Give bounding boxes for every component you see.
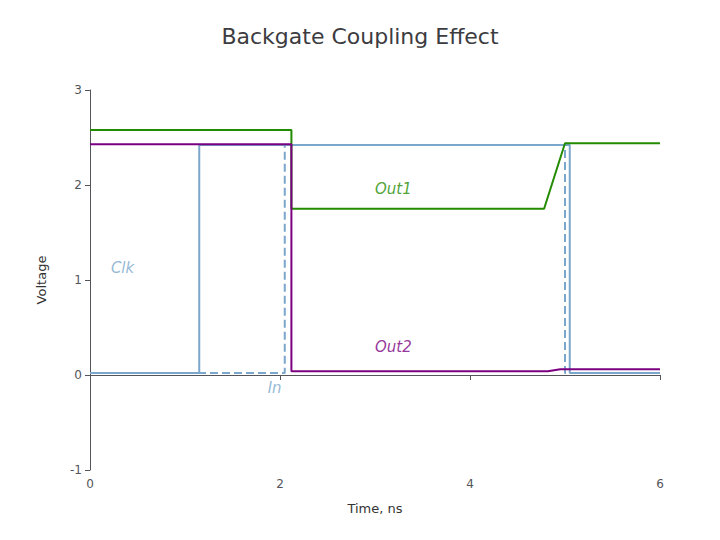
svg-text:Time, ns: Time, ns bbox=[346, 501, 402, 516]
svg-text:0: 0 bbox=[74, 368, 82, 382]
svg-text:2: 2 bbox=[276, 477, 284, 491]
svg-text:In: In bbox=[268, 379, 282, 397]
svg-text:2: 2 bbox=[74, 178, 82, 192]
svg-text:-1: -1 bbox=[70, 463, 82, 477]
svg-text:Out1: Out1 bbox=[375, 180, 412, 198]
svg-text:6: 6 bbox=[656, 477, 664, 491]
svg-text:3: 3 bbox=[74, 83, 82, 97]
svg-text:Backgate Coupling Effect: Backgate Coupling Effect bbox=[221, 24, 499, 49]
svg-text:4: 4 bbox=[466, 477, 474, 491]
svg-text:Out2: Out2 bbox=[375, 338, 412, 356]
svg-text:1: 1 bbox=[74, 273, 82, 287]
svg-text:Voltage: Voltage bbox=[34, 256, 49, 305]
svg-text:0: 0 bbox=[86, 477, 94, 491]
svg-text:Clk: Clk bbox=[111, 259, 136, 277]
